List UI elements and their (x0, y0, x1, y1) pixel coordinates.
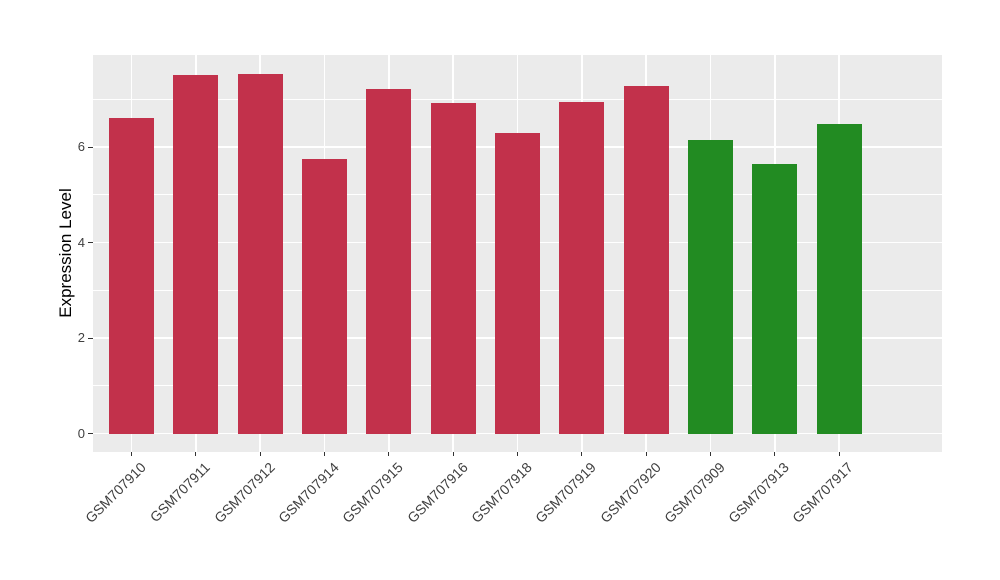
bar-GSM707916 (430, 102, 476, 434)
bar-GSM707920 (623, 86, 669, 434)
x-tick-mark-GSM707910 (131, 452, 133, 456)
x-tick-mark-GSM707919 (581, 452, 583, 456)
y-axis-title: Expression Level (56, 188, 75, 318)
x-tick-mark-GSM707911 (195, 452, 197, 456)
bar-GSM707910 (109, 118, 155, 434)
x-tick-mark-GSM707918 (517, 452, 518, 456)
x-tick-label-GSM707914: GSM707914 (274, 459, 342, 526)
y-tick-label-0: 0 (77, 425, 85, 441)
x-tick-label-GSM707920: GSM707920 (596, 459, 664, 526)
x-tick-label-GSM707911: GSM707911 (147, 459, 214, 526)
bar-GSM707914 (302, 158, 348, 434)
bar-GSM707912 (237, 74, 283, 434)
y-tick-mark-2 (88, 337, 93, 339)
x-tick-mark-GSM707920 (645, 452, 647, 456)
x-tick-mark-GSM707909 (709, 452, 711, 456)
x-tick-label-GSM707915: GSM707915 (339, 459, 407, 526)
bar-GSM707909 (687, 140, 733, 434)
x-tick-mark-GSM707914 (324, 452, 326, 456)
bar-GSM707918 (494, 132, 540, 434)
x-tick-label-GSM707910: GSM707910 (82, 459, 149, 526)
bar-GSM707915 (366, 89, 412, 434)
plot-panel (93, 55, 942, 452)
x-tick-label-GSM707916: GSM707916 (403, 459, 471, 526)
y-tick-mark-6 (88, 146, 93, 148)
x-tick-mark-GSM707916 (452, 452, 454, 456)
x-tick-label-GSM707913: GSM707913 (725, 459, 793, 526)
bar-GSM707919 (559, 102, 605, 434)
x-tick-label-GSM707912: GSM707912 (210, 459, 278, 526)
x-tick-mark-GSM707912 (259, 452, 261, 456)
x-tick-mark-GSM707915 (388, 452, 390, 456)
y-tick-label-6: 6 (77, 139, 85, 155)
y-tick-label-2: 2 (77, 330, 85, 346)
x-tick-mark-GSM707917 (838, 452, 840, 456)
bar-GSM707911 (173, 75, 219, 434)
x-tick-label-GSM707917: GSM707917 (789, 459, 857, 526)
x-tick-label-GSM707919: GSM707919 (532, 459, 600, 526)
bar-GSM707917 (816, 124, 862, 434)
y-tick-mark-4 (88, 242, 93, 244)
x-tick-mark-GSM707913 (774, 452, 776, 456)
y-tick-mark-0 (88, 433, 93, 435)
x-tick-label-GSM707909: GSM707909 (660, 459, 728, 526)
x-tick-label-GSM707918: GSM707918 (467, 459, 535, 526)
bar-GSM707913 (752, 164, 798, 434)
y-tick-label-4: 4 (77, 234, 85, 250)
